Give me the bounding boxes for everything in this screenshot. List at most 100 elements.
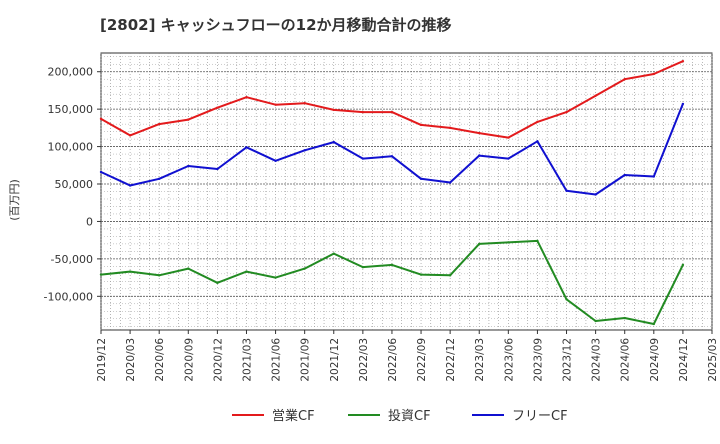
x-tick-label: 2020/12 [212,338,224,382]
data-point [419,273,423,276]
data-point [274,103,277,106]
x-tick-label: 2021/06 [271,338,283,382]
x-tick-label: 2024/09 [649,338,661,382]
x-tick-label: 2025/03 [707,338,719,382]
x-tick-label: 2024/12 [678,338,690,382]
data-point [536,239,539,243]
x-tick-label: 2021/09 [300,338,312,382]
x-tick-label: 2022/06 [387,338,399,382]
data-point [507,157,510,160]
x-tick-label: 2023/09 [532,338,544,382]
data-point [332,108,335,112]
data-point [157,122,161,126]
data-point [594,94,597,97]
data-point [332,140,335,144]
data-point [128,184,132,187]
data-point [390,155,394,158]
data-point [361,157,365,160]
data-point [99,117,103,121]
data-point [245,95,248,99]
data-point [419,177,423,180]
data-point [536,120,539,124]
data-point [565,110,568,114]
data-point [332,252,335,255]
data-point [128,270,132,273]
data-point [536,140,539,143]
x-tick-label: 2023/03 [474,338,486,382]
x-tick-label: 2021/03 [241,338,253,382]
x-tick-label: 2019/12 [96,338,108,382]
data-point [99,170,103,174]
data-point [390,110,394,114]
x-tick-label: 2023/06 [503,338,515,382]
x-tick-label: 2022/12 [445,338,457,382]
data-point [652,72,656,76]
x-tick-label: 2020/09 [183,338,195,382]
y-tick-label: -50,000 [51,253,93,266]
x-tick-label: 2024/06 [620,338,632,382]
y-tick-label: 50,000 [55,178,94,191]
data-point [448,274,452,277]
data-point [681,102,685,106]
y-tick-label: 0 [86,215,93,228]
data-point [594,193,597,196]
data-point [361,110,365,114]
y-tick-label: 100,000 [48,141,94,154]
data-point [157,274,161,277]
data-point [652,322,656,326]
data-point [245,270,248,273]
legend-label: 営業CF [272,408,315,424]
data-point [99,273,103,276]
data-point [187,118,190,121]
data-point [565,189,568,192]
x-tick-label: 2023/12 [562,338,574,382]
data-point [157,177,161,180]
data-point [448,126,452,130]
data-point [507,241,510,244]
data-point [216,167,219,171]
x-tick-label: 2022/09 [416,338,428,382]
data-point [478,242,481,246]
data-point [245,146,248,149]
data-point [303,149,306,152]
data-point [652,175,656,178]
legend-label: フリーCF [512,409,568,424]
data-point [681,60,685,63]
y-tick-label: 200,000 [48,66,94,79]
data-point [448,181,452,184]
data-point [623,316,626,320]
data-point [303,101,306,105]
x-tick-label: 2020/03 [125,338,137,382]
data-point [623,173,626,177]
data-point [216,106,219,109]
data-point [187,267,190,270]
x-tick-label: 2024/03 [591,338,603,382]
data-point [478,131,481,135]
legend-label: 投資CF [388,408,431,424]
data-point [216,281,219,285]
x-tick-label: 2022/03 [358,338,370,382]
y-tick-label: -100,000 [44,290,93,303]
chart-title: [2802] キャッシュフローの12か月移動合計の推移 [100,16,452,34]
data-point [478,154,481,157]
data-point [623,78,626,81]
data-point [187,164,190,168]
y-axis-label: (百万円) [8,179,21,221]
data-point [274,276,277,279]
data-point [419,123,423,127]
plot-area [100,52,713,331]
x-tick-label: 2020/06 [154,338,166,382]
x-tick-label: 2021/12 [329,338,341,382]
data-point [303,267,306,270]
data-point [274,159,277,163]
y-tick-label: 150,000 [48,103,94,116]
data-point [565,298,568,301]
data-point [594,319,597,323]
data-point [507,136,510,139]
data-point [128,134,132,137]
data-point [681,263,685,267]
data-point [390,263,394,267]
data-point [361,265,365,269]
